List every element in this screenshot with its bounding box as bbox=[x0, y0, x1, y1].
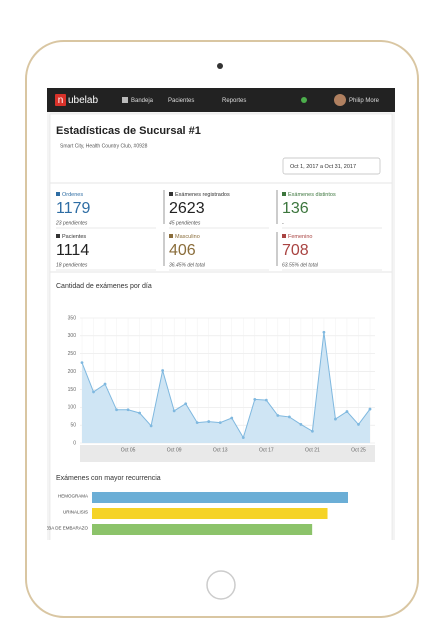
nav-item[interactable]: Pacientes bbox=[168, 98, 194, 104]
point bbox=[357, 423, 360, 426]
home-button[interactable] bbox=[206, 570, 236, 600]
point bbox=[184, 402, 188, 406]
point bbox=[241, 436, 245, 440]
stat-note: 23 pendientes bbox=[55, 220, 88, 226]
y-tick-label: 300 bbox=[68, 333, 77, 339]
bar-label: URINALISIS bbox=[63, 510, 88, 515]
y-tick-label: 0 bbox=[73, 440, 76, 446]
point bbox=[264, 398, 268, 402]
point bbox=[172, 409, 176, 413]
logo[interactable]: n bbox=[58, 95, 64, 106]
point bbox=[253, 398, 257, 401]
y-tick-label: 50 bbox=[70, 422, 76, 428]
y-tick-label: 250 bbox=[68, 351, 77, 357]
point bbox=[345, 410, 349, 413]
point bbox=[103, 382, 107, 386]
point bbox=[368, 407, 372, 411]
chart-title: Cantidad de exámenes por día bbox=[56, 283, 152, 290]
icon bbox=[122, 97, 128, 103]
stat-note: - bbox=[282, 220, 284, 226]
stat-value: 2623 bbox=[169, 200, 205, 217]
stat-value: 708 bbox=[282, 242, 309, 259]
stat-icon bbox=[56, 192, 60, 196]
stat-icon bbox=[56, 234, 60, 238]
stat-label: Ordenes bbox=[62, 192, 83, 198]
page-title: Estadísticas de Sucursal #1 bbox=[56, 125, 201, 137]
point bbox=[138, 411, 142, 415]
stat-value: 1179 bbox=[56, 200, 91, 217]
panel bbox=[49, 113, 393, 540]
point bbox=[92, 390, 95, 394]
stat-icon bbox=[169, 234, 173, 238]
point bbox=[80, 361, 84, 365]
date-range[interactable]: Oct 1, 2017 a Oct 31, 2017 bbox=[290, 164, 356, 170]
stat-icon bbox=[169, 192, 173, 196]
point bbox=[276, 414, 280, 417]
logo[interactable]: ubelab bbox=[68, 95, 98, 106]
stat-icon bbox=[282, 192, 286, 196]
stat-label: Exámenes registrados bbox=[175, 192, 230, 198]
stat-label: Masculino bbox=[175, 234, 200, 240]
point bbox=[207, 420, 211, 423]
x-tick-label: Oct 05 bbox=[121, 447, 136, 453]
stat-label: Exámenes distintos bbox=[288, 192, 336, 198]
stat-note: 36.45% del total bbox=[169, 262, 206, 268]
stat-label: Pacientes bbox=[62, 234, 86, 240]
stat-icon bbox=[282, 234, 286, 238]
stat-label: Femenino bbox=[288, 234, 312, 240]
y-tick-label: 150 bbox=[68, 387, 77, 393]
camera bbox=[217, 63, 223, 69]
chart-title: Exámenes con mayor recurrencia bbox=[56, 475, 161, 482]
x-tick-label: Oct 17 bbox=[259, 447, 274, 453]
avatar[interactable] bbox=[334, 94, 346, 106]
location: Smart City, Health Country Club, #0928 bbox=[60, 143, 148, 149]
stat-value: 406 bbox=[169, 242, 196, 259]
navigator[interactable] bbox=[80, 445, 375, 462]
stat-value: 136 bbox=[282, 200, 309, 217]
logo-box bbox=[55, 94, 66, 106]
point bbox=[115, 408, 118, 412]
bar bbox=[92, 492, 348, 503]
screen: n ubelab Bandeja Pacientes Reportes Phil… bbox=[36, 88, 395, 540]
y-tick-label: 100 bbox=[68, 405, 77, 411]
point bbox=[195, 421, 199, 425]
nav-item[interactable]: Reportes bbox=[222, 98, 246, 104]
point bbox=[299, 423, 303, 426]
x-tick-label: Oct 13 bbox=[213, 447, 228, 453]
point bbox=[149, 424, 153, 428]
point bbox=[311, 429, 314, 433]
point bbox=[218, 421, 222, 425]
point bbox=[334, 417, 337, 421]
user-name[interactable]: Philip More bbox=[349, 98, 380, 104]
point bbox=[161, 369, 165, 372]
bar bbox=[92, 524, 313, 535]
bar bbox=[92, 508, 328, 519]
nav-item[interactable]: Bandeja bbox=[131, 98, 154, 104]
point bbox=[287, 415, 291, 419]
y-tick-label: 200 bbox=[68, 369, 77, 375]
stat-note: 18 pendientes bbox=[56, 262, 88, 268]
stat-note: 45 pendientes bbox=[169, 220, 201, 226]
area bbox=[82, 332, 370, 443]
point bbox=[230, 416, 234, 420]
point bbox=[322, 330, 326, 334]
x-tick-label: Oct 21 bbox=[305, 447, 320, 453]
y-tick-label: 350 bbox=[68, 315, 77, 321]
bar-label: PRUEBA DE EMBARAZO bbox=[36, 526, 89, 531]
stat-value: 1114 bbox=[56, 242, 89, 259]
x-tick-label: Oct 09 bbox=[167, 447, 182, 453]
line bbox=[81, 332, 371, 439]
status-dot bbox=[301, 97, 307, 103]
point bbox=[126, 408, 130, 412]
x-tick-label: Oct 25 bbox=[351, 447, 366, 453]
stat-note: 63.55% del total bbox=[282, 262, 319, 268]
bar-label: HEMOGRAMA bbox=[58, 494, 88, 499]
date-button[interactable] bbox=[282, 157, 381, 175]
